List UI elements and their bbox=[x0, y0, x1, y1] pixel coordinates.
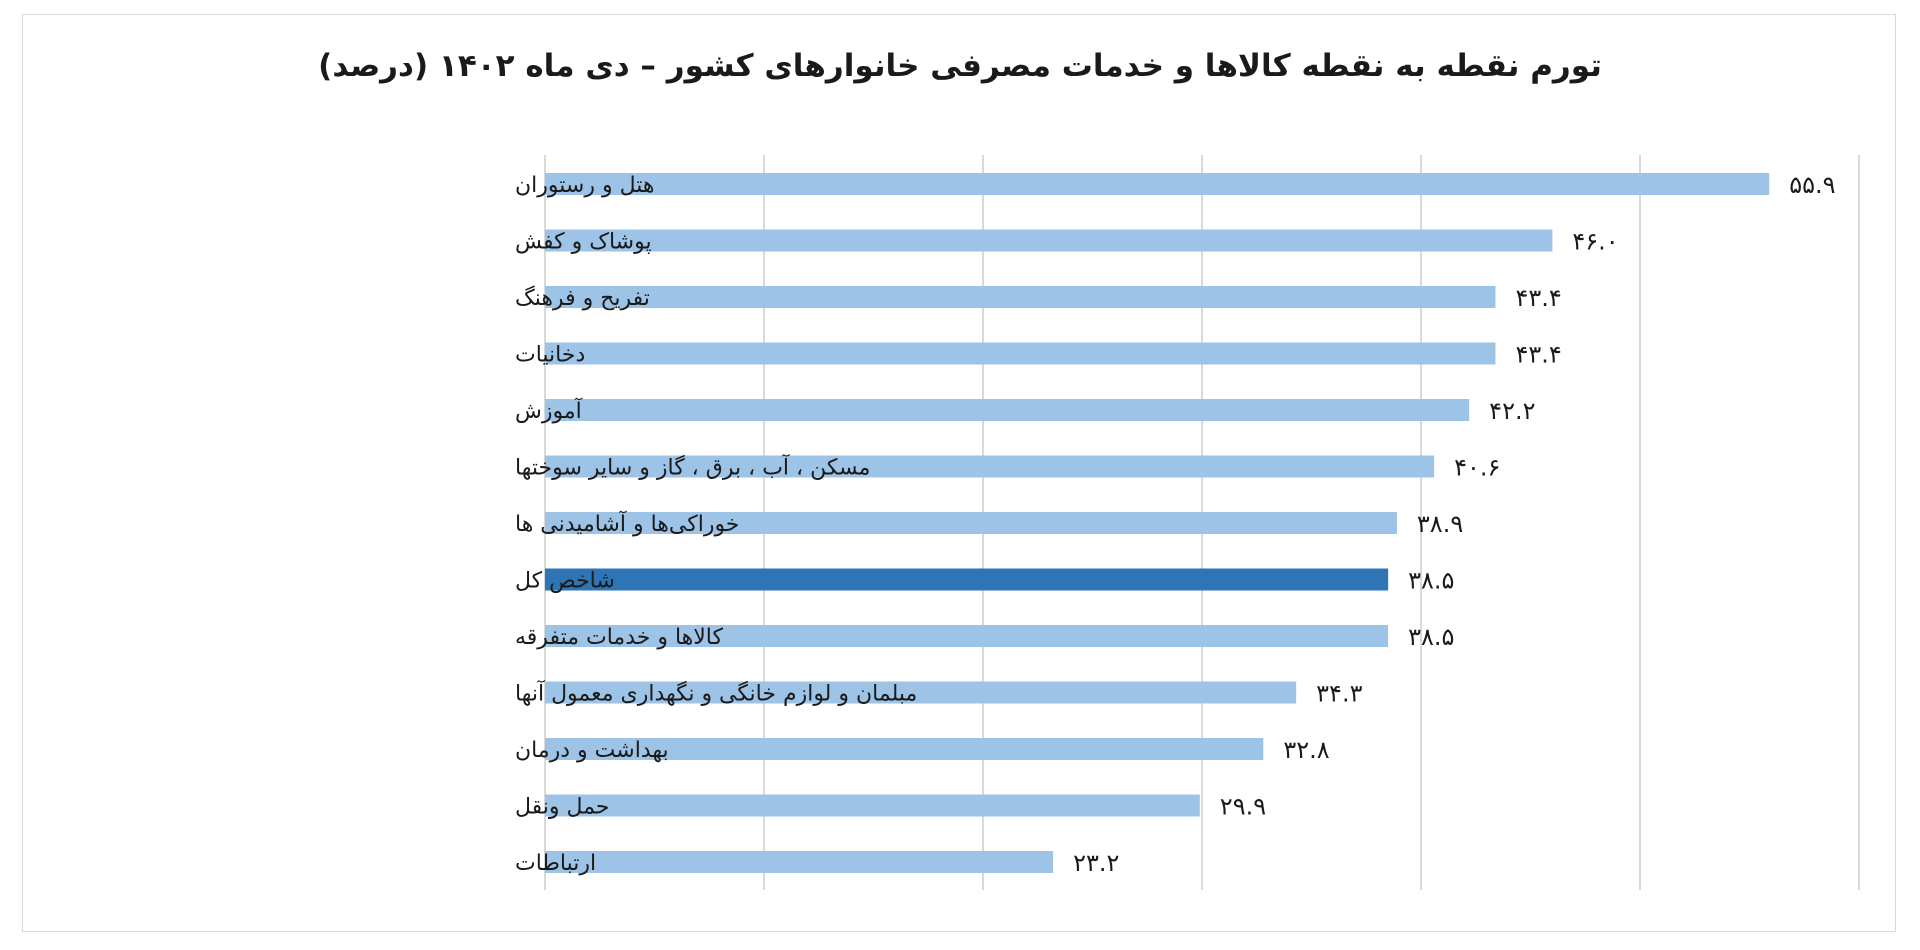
value-label: ۴۶.۰ bbox=[1572, 228, 1618, 256]
category-label: بهداشت و درمان bbox=[515, 738, 669, 763]
category-label: خوراکی‌ها و آشامیدنی ها bbox=[515, 510, 739, 537]
bar bbox=[545, 342, 1496, 365]
chart-title: تورم نقطه به نقطه کالاها و خدمات مصرفی خ… bbox=[318, 48, 1602, 84]
bars bbox=[545, 173, 1770, 873]
category-label: دخانیات bbox=[515, 343, 585, 368]
value-label: ۲۹.۹ bbox=[1220, 793, 1266, 821]
category-label: آموزش bbox=[515, 397, 583, 424]
value-label: ۳۸.۵ bbox=[1408, 623, 1454, 651]
bar bbox=[545, 851, 1054, 873]
bar bbox=[545, 455, 1435, 478]
bar bbox=[545, 625, 1389, 647]
bar bbox=[545, 286, 1496, 308]
bar bbox=[545, 681, 1297, 704]
bar bbox=[545, 229, 1553, 252]
category-label: پوشاک و کفش bbox=[515, 230, 652, 255]
value-label: ۴۰.۶ bbox=[1454, 454, 1500, 482]
category-label: مسکن ، آب ، برق ، گاز و سایر سوختها bbox=[515, 454, 870, 481]
value-label: ۴۲.۲ bbox=[1489, 397, 1535, 425]
value-label: ۳۸.۵ bbox=[1408, 567, 1454, 595]
category-label: شاخص کل bbox=[515, 569, 615, 594]
category-label: حمل ونقل bbox=[515, 795, 610, 820]
value-label: ۲۳.۲ bbox=[1073, 849, 1119, 877]
category-label: تفریح و فرهنگ bbox=[515, 285, 650, 311]
category-label: کالاها و خدمات متفرقه bbox=[515, 625, 724, 650]
value-label: ۳۸.۹ bbox=[1417, 510, 1463, 538]
labels: هتل و رستوران ۵۵.۹ پوشاک و کفش ۴۶.۰ تفریح و … bbox=[515, 171, 1836, 877]
category-label: ارتباطات bbox=[515, 851, 596, 876]
bar bbox=[545, 512, 1397, 534]
bar bbox=[545, 738, 1264, 760]
category-label: هتل و رستوران bbox=[515, 173, 654, 198]
value-label: ۵۵.۹ bbox=[1789, 171, 1835, 199]
value-label: ۴۳.۴ bbox=[1515, 284, 1561, 312]
value-label: ۳۴.۳ bbox=[1316, 680, 1362, 708]
bar bbox=[545, 794, 1200, 817]
bar bbox=[545, 173, 1770, 195]
bar bbox=[545, 568, 1389, 591]
category-label: مبلمان و لوازم خانگی و نگهداری معمول آنه… bbox=[515, 680, 917, 707]
value-label: ۳۲.۸ bbox=[1283, 736, 1329, 764]
bar bbox=[545, 399, 1470, 421]
value-label: ۴۳.۴ bbox=[1515, 341, 1561, 369]
